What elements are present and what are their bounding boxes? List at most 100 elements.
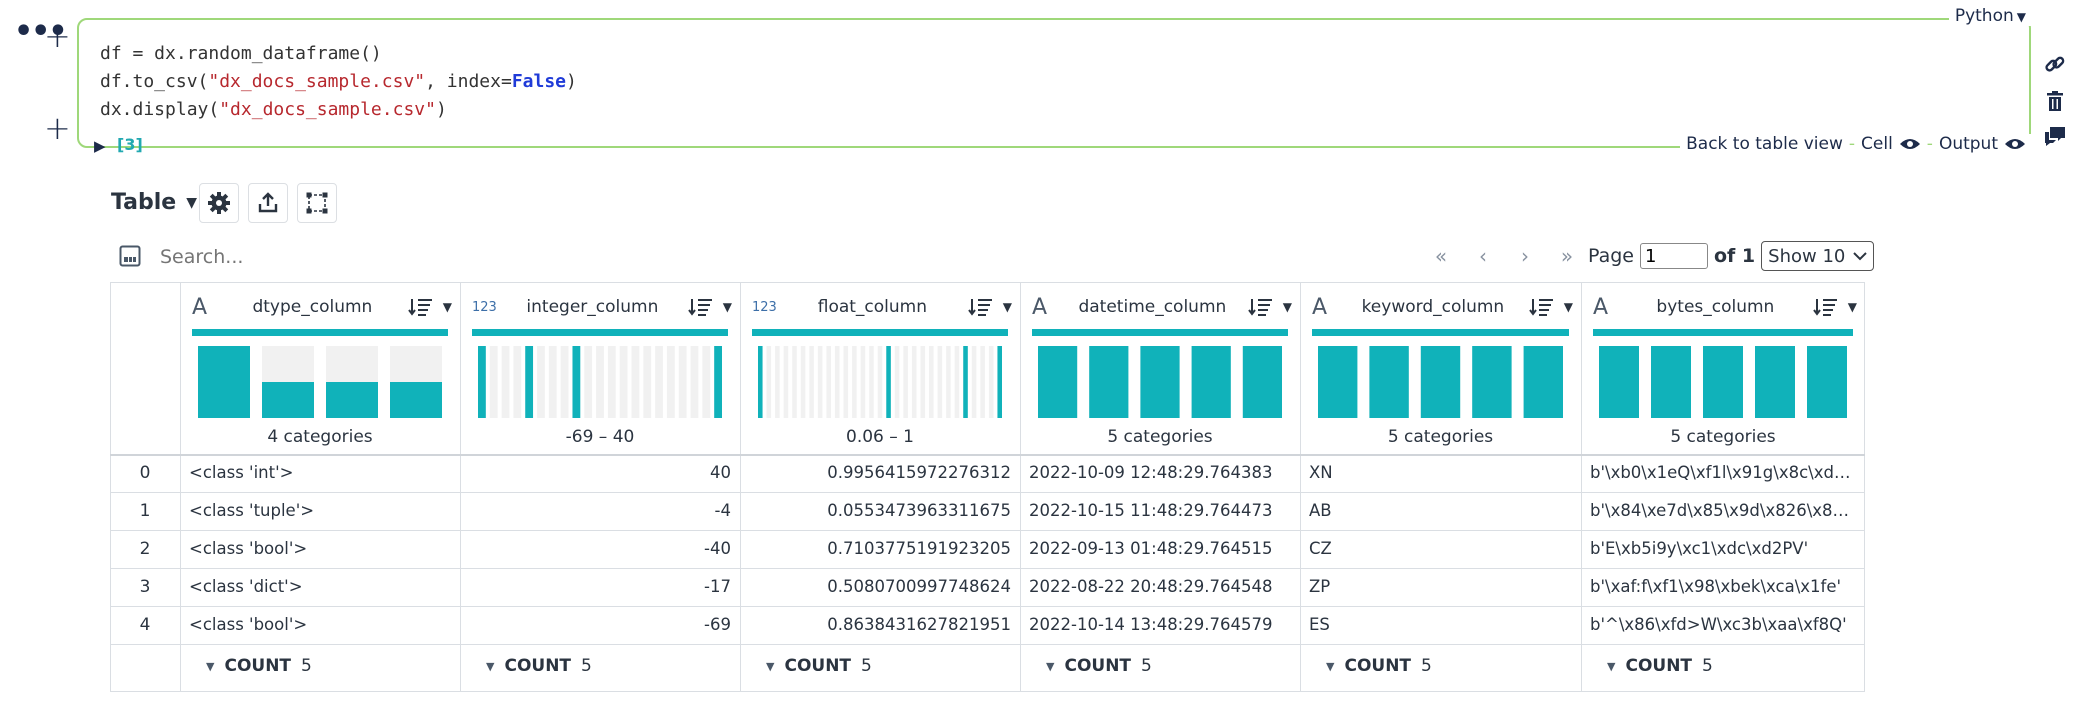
column-count-footer[interactable]: ▼ COUNT 5 bbox=[1326, 656, 1432, 676]
link-icon[interactable] bbox=[2044, 54, 2066, 76]
cell-eye-icon[interactable] bbox=[1899, 137, 1921, 151]
last-page-icon[interactable]: » bbox=[1560, 244, 1574, 268]
column-count-footer[interactable]: ▼ COUNT 5 bbox=[766, 656, 872, 676]
histogram-bar[interactable] bbox=[262, 382, 314, 418]
histogram-bar[interactable] bbox=[1420, 346, 1461, 418]
histogram-bar[interactable] bbox=[1651, 346, 1691, 418]
comment-icon[interactable] bbox=[2044, 125, 2066, 147]
histogram-bar[interactable] bbox=[758, 346, 763, 418]
run-cell-icon[interactable]: ▶ bbox=[94, 137, 106, 155]
histogram-bar[interactable] bbox=[1369, 346, 1409, 418]
column-header-integer-column[interactable]: 123 integer_column ▼ -69 – 40 bbox=[460, 282, 740, 454]
histogram-bar[interactable] bbox=[326, 382, 378, 418]
column-header-float-column[interactable]: 123 float_column ▼ 0.06 – 1 bbox=[740, 282, 1020, 454]
histogram-bar[interactable] bbox=[198, 346, 250, 418]
histogram-bar[interactable] bbox=[1599, 346, 1639, 418]
sort-icon[interactable] bbox=[407, 296, 435, 318]
table-cell[interactable]: 0.8638431627821951 bbox=[827, 615, 1011, 634]
select-region-button[interactable] bbox=[297, 183, 337, 223]
table-cell[interactable]: XN bbox=[1309, 463, 1333, 482]
table-cell[interactable]: -4 bbox=[714, 501, 731, 520]
table-cell[interactable]: -40 bbox=[704, 539, 731, 558]
table-cell[interactable]: b'E\xb5i9y\xc1\xdc\xd2PV' bbox=[1590, 539, 1809, 558]
table-cell[interactable]: 0.9956415972276312 bbox=[827, 463, 1011, 482]
first-page-icon[interactable]: « bbox=[1434, 244, 1448, 268]
column-panel-icon[interactable] bbox=[119, 245, 141, 267]
table-cell[interactable]: <class 'dict'> bbox=[189, 577, 303, 596]
table-cell[interactable]: <class 'bool'> bbox=[189, 539, 308, 558]
table-cell[interactable]: -69 bbox=[704, 615, 731, 634]
histogram-bar[interactable] bbox=[1089, 346, 1129, 418]
page-size-select[interactable]: Show 10 bbox=[1761, 241, 1875, 271]
histogram-bar[interactable] bbox=[1191, 346, 1231, 418]
table-cell[interactable]: <class 'tuple'> bbox=[189, 501, 315, 520]
trash-icon[interactable] bbox=[2044, 90, 2066, 112]
column-count-footer[interactable]: ▼ COUNT 5 bbox=[1046, 656, 1152, 676]
column-count-footer[interactable]: ▼ COUNT 5 bbox=[206, 656, 312, 676]
column-menu-icon[interactable]: ▼ bbox=[442, 300, 452, 314]
sort-icon[interactable] bbox=[687, 296, 715, 318]
column-menu-icon[interactable]: ▼ bbox=[1002, 300, 1012, 314]
table-cell[interactable]: 2022-09-13 01:48:29.764515 bbox=[1029, 539, 1273, 558]
cell-menu-icon[interactable]: ••• bbox=[14, 14, 68, 49]
search-input[interactable] bbox=[160, 244, 560, 270]
histogram-bar[interactable] bbox=[1807, 346, 1847, 418]
add-cell-below-icon[interactable]: + bbox=[44, 109, 71, 147]
table-cell[interactable]: 2022-08-22 20:48:29.764548 bbox=[1029, 577, 1273, 596]
code-editor[interactable]: df = dx.random_dataframe() df.to_csv("dx_… bbox=[100, 40, 577, 124]
table-cell[interactable]: ES bbox=[1309, 615, 1330, 634]
table-cell[interactable]: 0.5080700997748624 bbox=[827, 577, 1011, 596]
histogram-bar[interactable] bbox=[525, 346, 534, 418]
histogram-bar[interactable] bbox=[886, 346, 891, 418]
column-menu-icon[interactable]: ▼ bbox=[1847, 300, 1857, 314]
histogram-bar[interactable] bbox=[1242, 346, 1282, 418]
prev-page-icon[interactable]: ‹ bbox=[1479, 244, 1487, 268]
column-count-footer[interactable]: ▼ COUNT 5 bbox=[1607, 656, 1713, 676]
table-cell[interactable]: <class 'int'> bbox=[189, 463, 294, 482]
table-cell[interactable]: ZP bbox=[1309, 577, 1331, 596]
histogram-bar[interactable] bbox=[963, 346, 968, 418]
sort-icon[interactable] bbox=[1528, 296, 1556, 318]
output-eye-icon[interactable] bbox=[2004, 137, 2026, 151]
table-cell[interactable]: 0.0553473963311675 bbox=[827, 501, 1011, 520]
view-selector[interactable]: Table ▼ bbox=[111, 190, 197, 215]
histogram-bar[interactable] bbox=[997, 346, 1002, 418]
sort-icon[interactable] bbox=[1812, 296, 1840, 318]
back-to-table-link[interactable]: Back to table view bbox=[1686, 134, 1843, 154]
page-number-input[interactable] bbox=[1640, 243, 1708, 269]
histogram-bar[interactable] bbox=[1755, 346, 1795, 418]
column-menu-icon[interactable]: ▼ bbox=[1563, 300, 1573, 314]
table-cell[interactable]: 2022-10-15 11:48:29.764473 bbox=[1029, 501, 1273, 520]
table-cell[interactable]: b'\x84\xe7d\x85\x9d\x826\x87... bbox=[1590, 501, 1856, 520]
histogram-bar[interactable] bbox=[714, 346, 722, 418]
sort-icon[interactable] bbox=[967, 296, 995, 318]
export-button[interactable] bbox=[248, 183, 288, 223]
histogram-bar[interactable] bbox=[572, 346, 581, 418]
table-cell[interactable]: CZ bbox=[1309, 539, 1332, 558]
histogram-bar[interactable] bbox=[1318, 346, 1358, 418]
histogram-bar[interactable] bbox=[1140, 346, 1180, 418]
settings-button[interactable] bbox=[199, 183, 239, 223]
table-cell[interactable]: 2022-10-14 13:48:29.764579 bbox=[1029, 615, 1273, 634]
table-cell[interactable]: b'\xb0\x1eQ\xf1l\x91g\x8c\xd8\x...' bbox=[1590, 463, 1856, 482]
table-cell[interactable]: -17 bbox=[704, 577, 731, 596]
table-cell[interactable]: 2022-10-09 12:48:29.764383 bbox=[1029, 463, 1273, 482]
next-page-icon[interactable]: › bbox=[1521, 244, 1529, 268]
code-cell[interactable] bbox=[77, 18, 2031, 148]
language-selector[interactable]: Python ▼ bbox=[1948, 6, 2032, 26]
histogram-bar[interactable] bbox=[390, 382, 442, 418]
table-cell[interactable]: <class 'bool'> bbox=[189, 615, 308, 634]
add-cell-above-icon[interactable]: + bbox=[44, 17, 71, 55]
histogram-bar[interactable] bbox=[478, 346, 486, 418]
column-menu-icon[interactable]: ▼ bbox=[722, 300, 732, 314]
table-cell[interactable]: AB bbox=[1309, 501, 1332, 520]
table-cell[interactable]: b'\xaf:f\xf1\x98\xbek\xca\x1fe' bbox=[1590, 577, 1842, 596]
table-cell[interactable]: 0.7103775191923205 bbox=[827, 539, 1011, 558]
histogram-bar[interactable] bbox=[1038, 346, 1078, 418]
table-cell[interactable]: b'^\x86\xfd>W\xc3b\xaa\xf8Q' bbox=[1590, 615, 1847, 634]
column-menu-icon[interactable]: ▼ bbox=[1282, 300, 1292, 314]
